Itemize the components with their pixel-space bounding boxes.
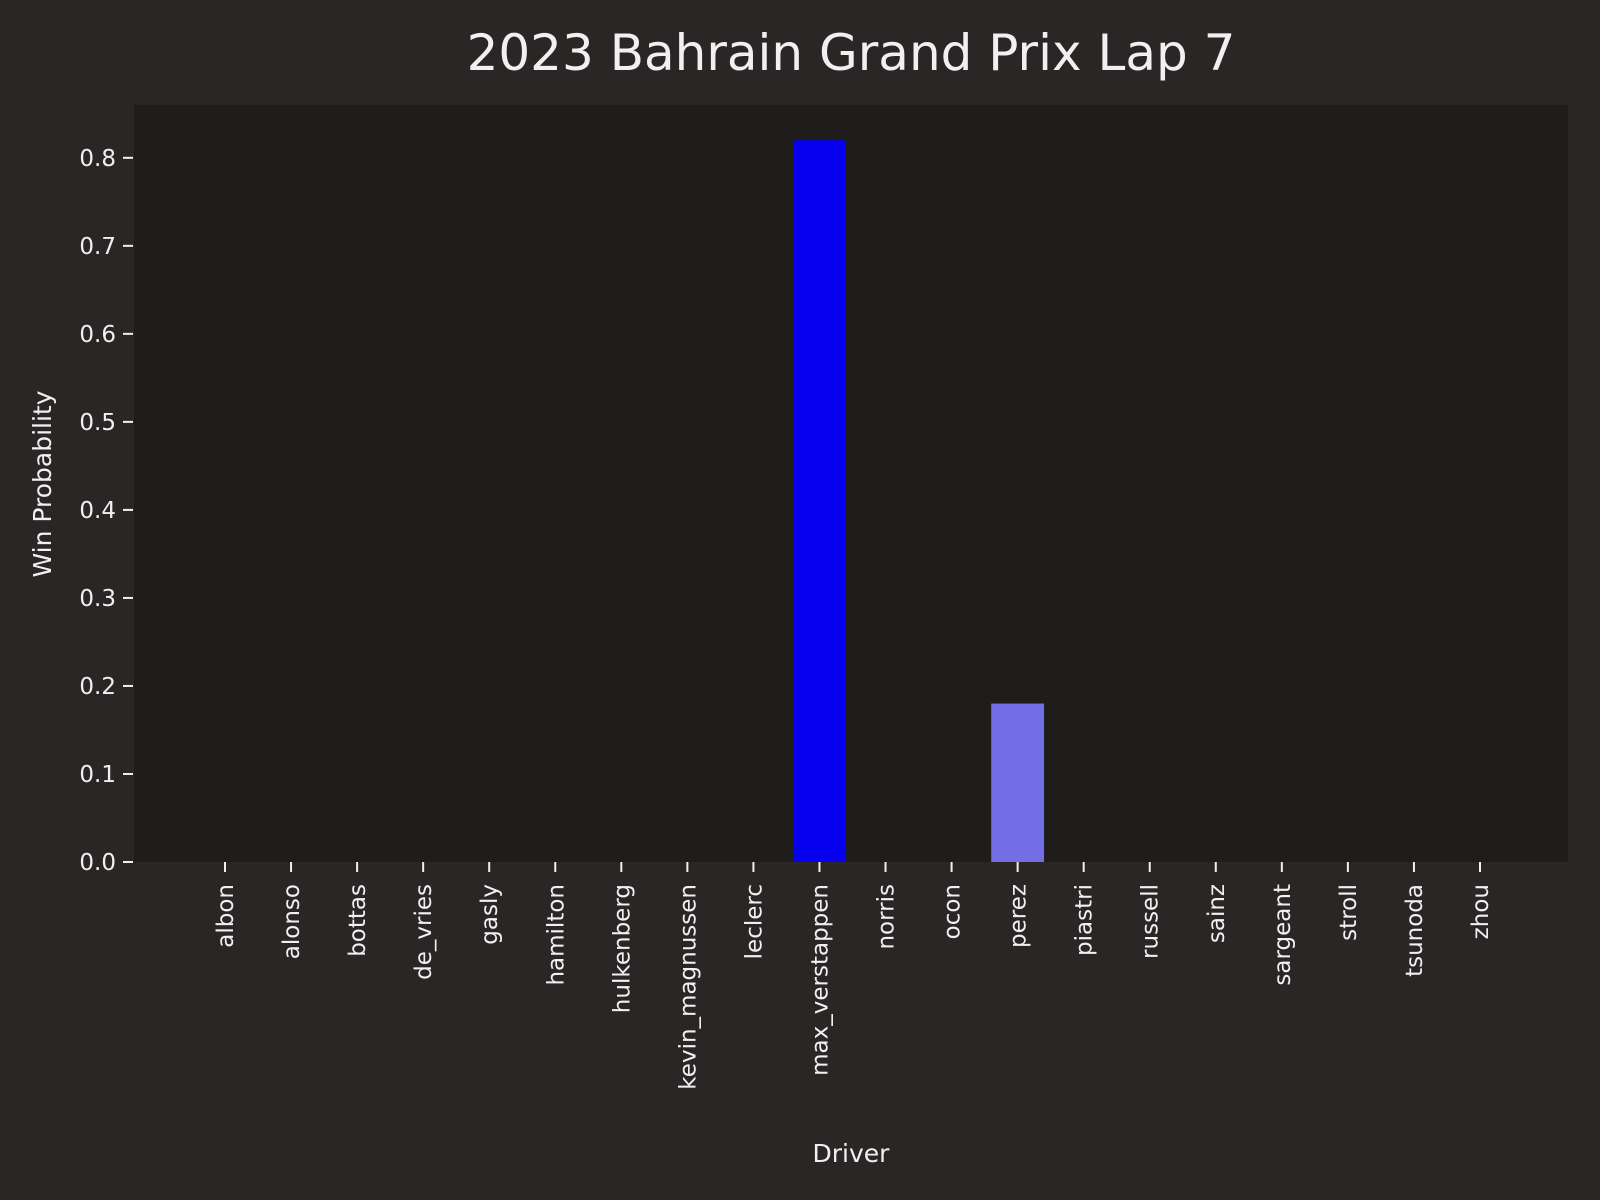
y-tick-label-0.2: 0.2 xyxy=(79,674,116,700)
x-tick-label-russell: russell xyxy=(1138,884,1164,959)
x-tick-label-gasly: gasly xyxy=(477,884,503,945)
x-tick-label-sargeant: sargeant xyxy=(1270,884,1296,986)
x-tick-label-alonso: alonso xyxy=(279,884,305,959)
x-axis: albon alonso bottas de_vries gasly hamilton hu… xyxy=(213,862,1494,1090)
x-tick-label-de_vries: de_vries xyxy=(411,884,437,980)
plot-area xyxy=(134,105,1568,862)
x-tick-label-albon: albon xyxy=(213,884,239,948)
y-axis: 0.0 0.1 0.2 0.3 0.4 0.5 0.6 0.7 0.8 xyxy=(79,146,133,876)
y-tick-label-0.6: 0.6 xyxy=(79,322,116,348)
x-tick-label-bottas: bottas xyxy=(345,884,371,957)
y-tick-label-0.0: 0.0 xyxy=(79,850,116,876)
x-tick-label-piastri: piastri xyxy=(1072,884,1098,956)
x-tick-label-norris: norris xyxy=(874,884,900,950)
x-tick-label-max_verstappen: max_verstappen xyxy=(807,884,833,1076)
x-tick-label-perez: perez xyxy=(1006,884,1032,948)
y-tick-label-0.7: 0.7 xyxy=(79,234,116,260)
x-tick-label-hamilton: hamilton xyxy=(543,884,569,986)
y-tick-label-0.5: 0.5 xyxy=(79,410,116,436)
bar-perez xyxy=(991,703,1045,862)
chart-title: 2023 Bahrain Grand Prix Lap 7 xyxy=(467,24,1236,82)
x-tick-label-stroll: stroll xyxy=(1336,884,1362,941)
y-tick-label-0.1: 0.1 xyxy=(79,762,116,788)
x-tick-label-leclerc: leclerc xyxy=(741,884,767,959)
bars-group xyxy=(793,140,1045,863)
x-tick-label-zhou: zhou xyxy=(1468,884,1494,939)
x-tick-label-ocon: ocon xyxy=(940,884,966,939)
x-tick-label-tsunoda: tsunoda xyxy=(1402,884,1428,977)
bar-max_verstappen xyxy=(793,140,846,863)
x-axis-label: Driver xyxy=(813,1139,891,1168)
y-tick-label-0.4: 0.4 xyxy=(79,498,116,524)
y-axis-label: Win Probability xyxy=(28,390,57,577)
x-tick-label-hulkenberg: hulkenberg xyxy=(609,884,635,1013)
x-tick-label-sainz: sainz xyxy=(1204,884,1230,943)
y-tick-label-0.3: 0.3 xyxy=(79,586,116,612)
x-tick-label-kevin_magnussen: kevin_magnussen xyxy=(675,884,701,1090)
y-tick-label-0.8: 0.8 xyxy=(79,146,116,172)
